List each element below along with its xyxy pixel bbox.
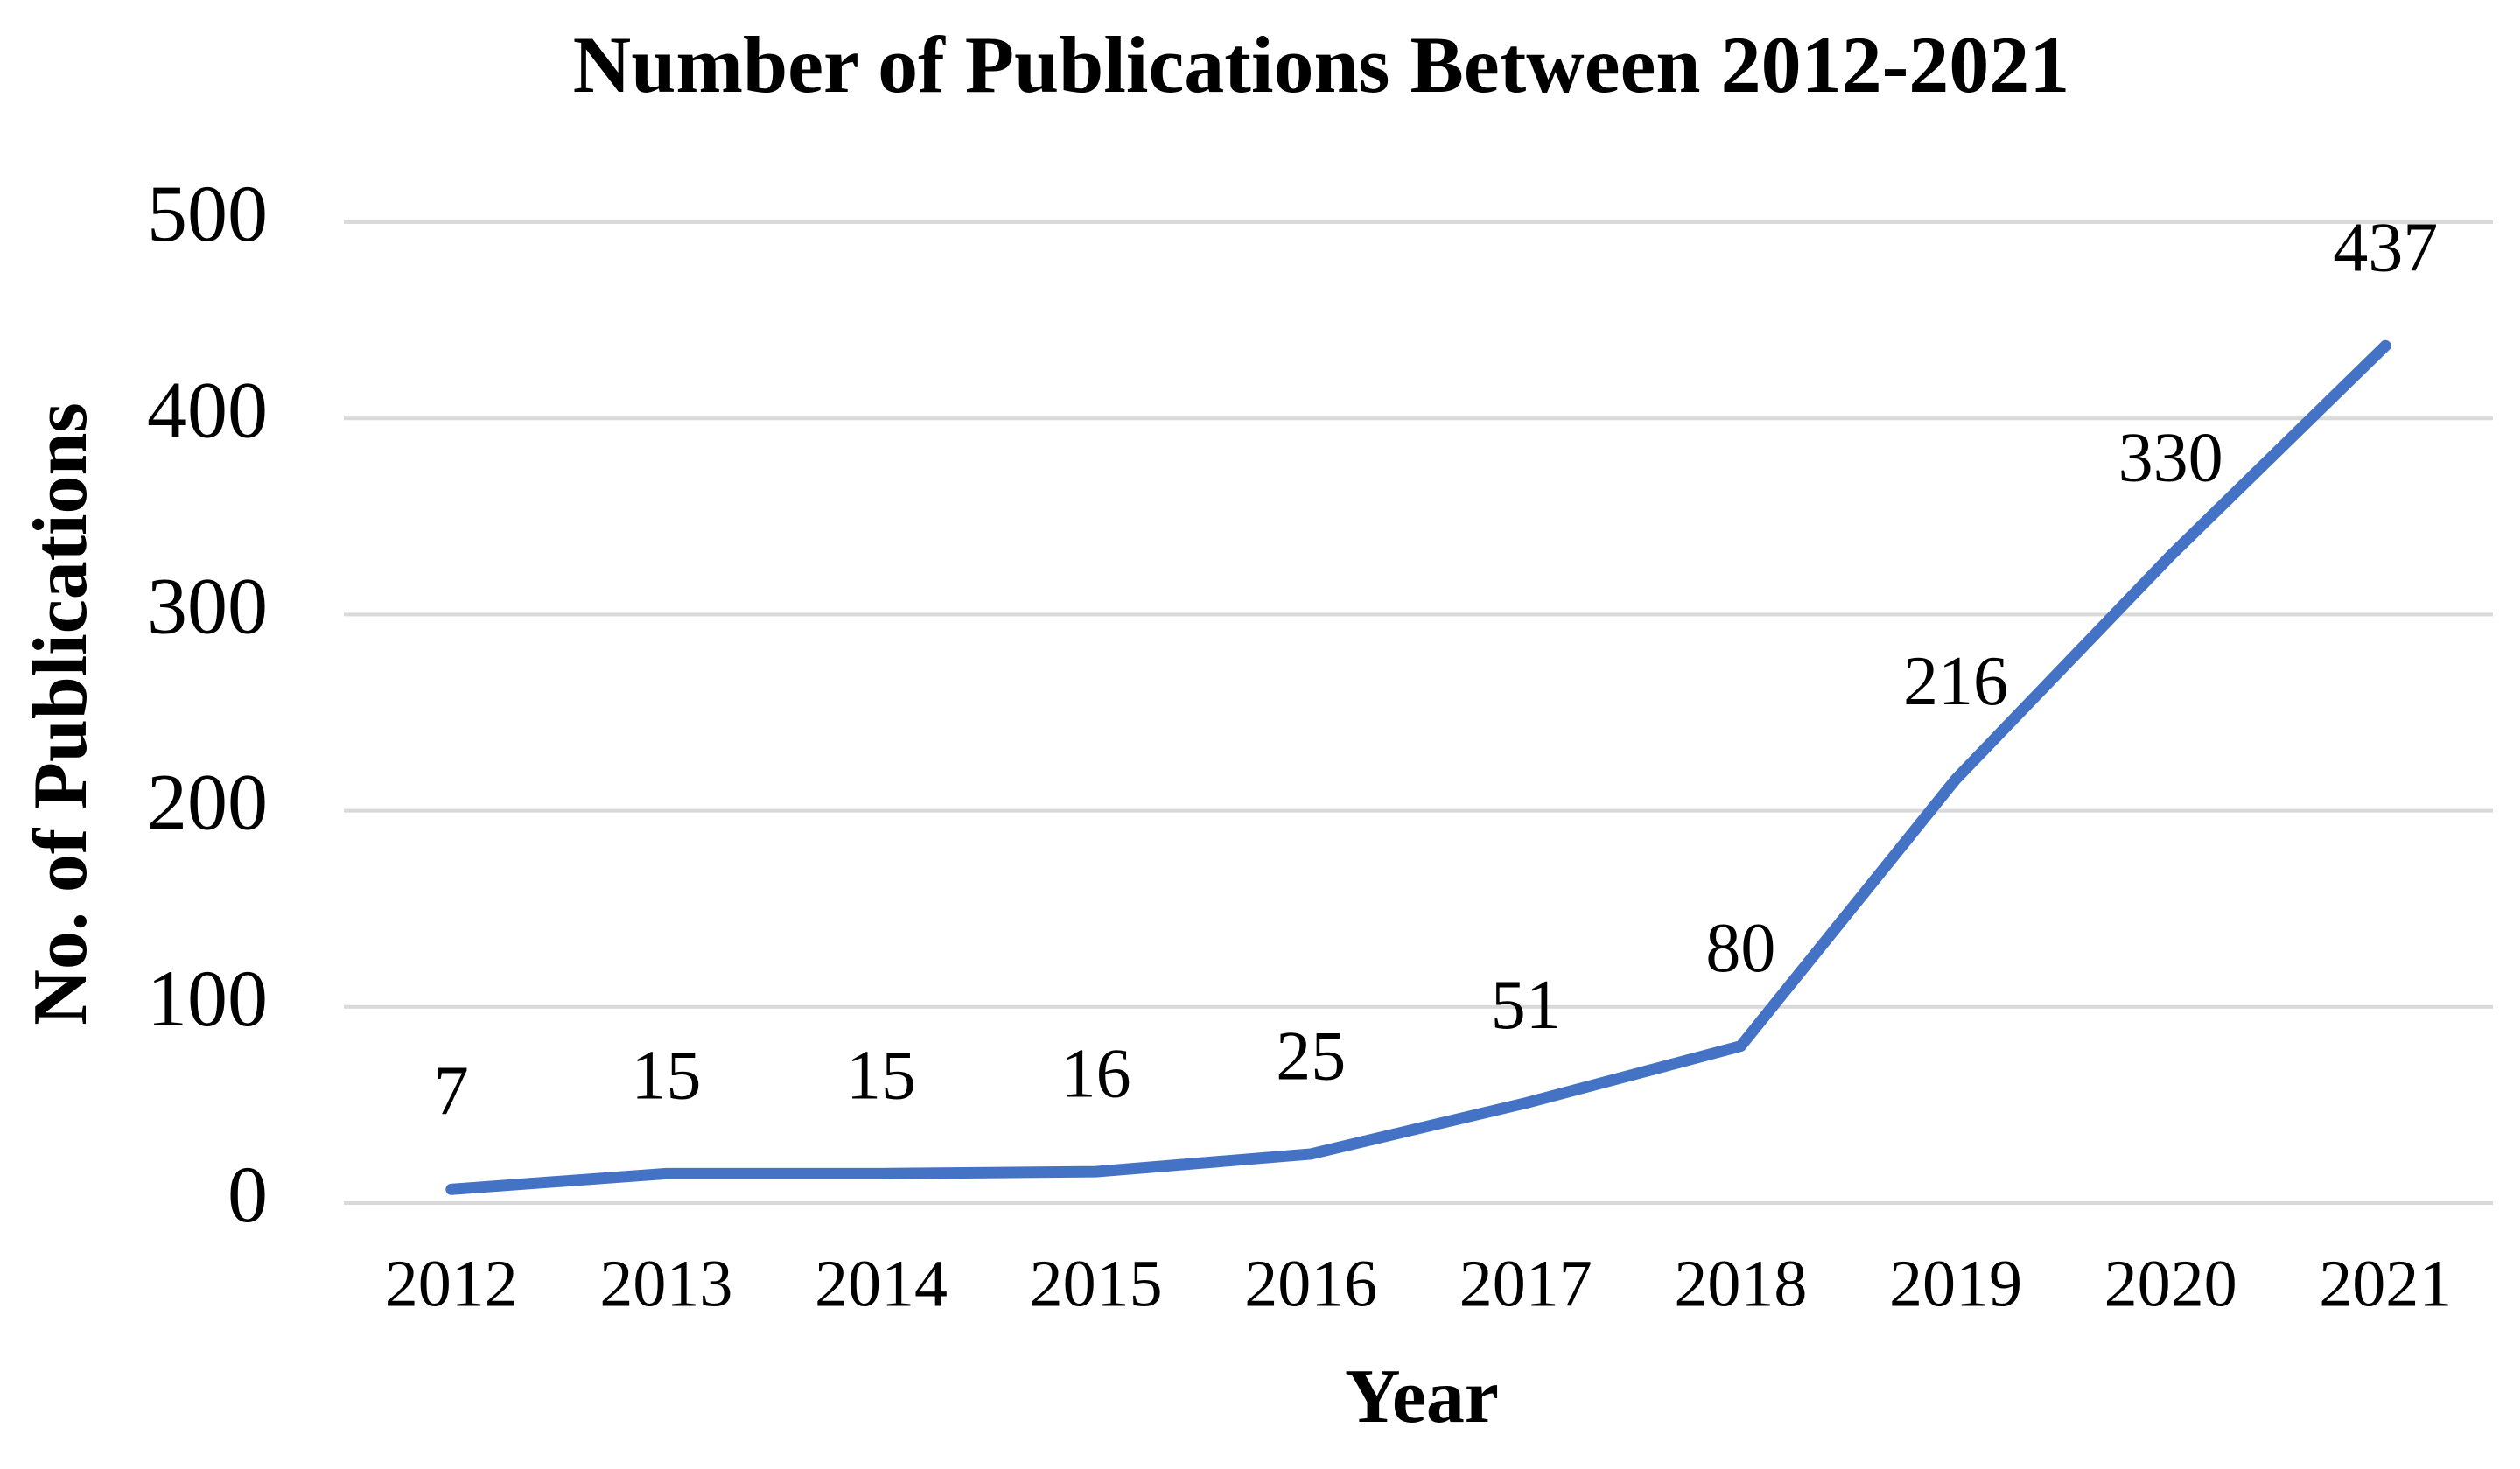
y-axis-title: No. of Publications xyxy=(18,402,103,1025)
x-tick-label: 2013 xyxy=(599,1247,732,1320)
data-label: 437 xyxy=(2333,210,2438,287)
x-tick-label: 2019 xyxy=(1889,1247,2022,1320)
data-label: 16 xyxy=(1061,1035,1131,1112)
x-tick-label: 2020 xyxy=(2104,1247,2237,1320)
x-tick-label: 2021 xyxy=(2319,1247,2452,1320)
data-line xyxy=(445,339,2391,1195)
x-tick-label: 2018 xyxy=(1674,1247,1807,1320)
y-tick-label: 400 xyxy=(147,365,268,454)
data-label: 216 xyxy=(1903,643,2008,720)
y-tick-label: 200 xyxy=(147,758,268,847)
y-tick-label: 100 xyxy=(147,954,268,1043)
data-label: 15 xyxy=(631,1038,701,1115)
y-tick-label: 0 xyxy=(228,1150,268,1239)
x-tick-label: 2015 xyxy=(1030,1247,1163,1320)
data-label: 51 xyxy=(1491,967,1561,1044)
x-tick-label: 2017 xyxy=(1460,1247,1592,1320)
data-label: 7 xyxy=(434,1053,469,1130)
x-tick-label: 2014 xyxy=(815,1247,948,1320)
data-label: 15 xyxy=(846,1038,916,1115)
data-label: 25 xyxy=(1276,1018,1346,1095)
x-tick-label: 2016 xyxy=(1244,1247,1377,1320)
x-axis-title: Year xyxy=(1345,1354,1499,1439)
data-label: 80 xyxy=(1705,910,1775,987)
x-tick-label: 2012 xyxy=(385,1247,518,1320)
y-tick-label: 500 xyxy=(147,169,268,258)
chart-title: Number of Publications Between 2012-2021 xyxy=(573,20,2069,109)
y-tick-label: 300 xyxy=(147,562,268,651)
data-label: 330 xyxy=(2118,419,2223,496)
